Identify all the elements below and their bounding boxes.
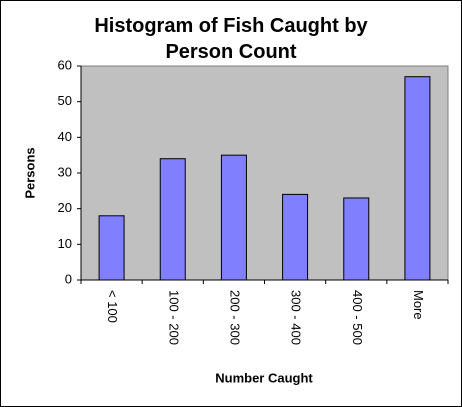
- y-tick-label: 30: [58, 164, 72, 179]
- x-tick-label: 400 - 500: [350, 290, 365, 345]
- x-tick-label: More: [411, 290, 426, 320]
- y-tick-label: 60: [58, 57, 72, 72]
- bar: [159, 158, 186, 281]
- bar: [220, 154, 247, 281]
- y-tick-label: 50: [58, 93, 72, 108]
- plot-area: [80, 65, 449, 281]
- x-axis-label: Number Caught: [215, 370, 313, 385]
- bar: [98, 215, 125, 281]
- y-tick-label: 0: [65, 271, 72, 286]
- bar: [343, 197, 370, 281]
- x-tick-label: 100 - 200: [166, 290, 181, 345]
- y-tick-label: 20: [58, 200, 72, 215]
- y-tick-label: 40: [58, 129, 72, 144]
- bar: [404, 76, 431, 281]
- y-tick-label: 10: [58, 236, 72, 251]
- x-tick-label: 300 - 400: [289, 290, 304, 345]
- y-axis-label: Persons: [22, 147, 37, 198]
- bar: [282, 193, 309, 281]
- x-tick-label: 200 - 300: [227, 290, 242, 345]
- chart-title: Histogram of Fish Caught by Person Count: [94, 15, 368, 63]
- x-tick-label: < 100: [105, 290, 120, 323]
